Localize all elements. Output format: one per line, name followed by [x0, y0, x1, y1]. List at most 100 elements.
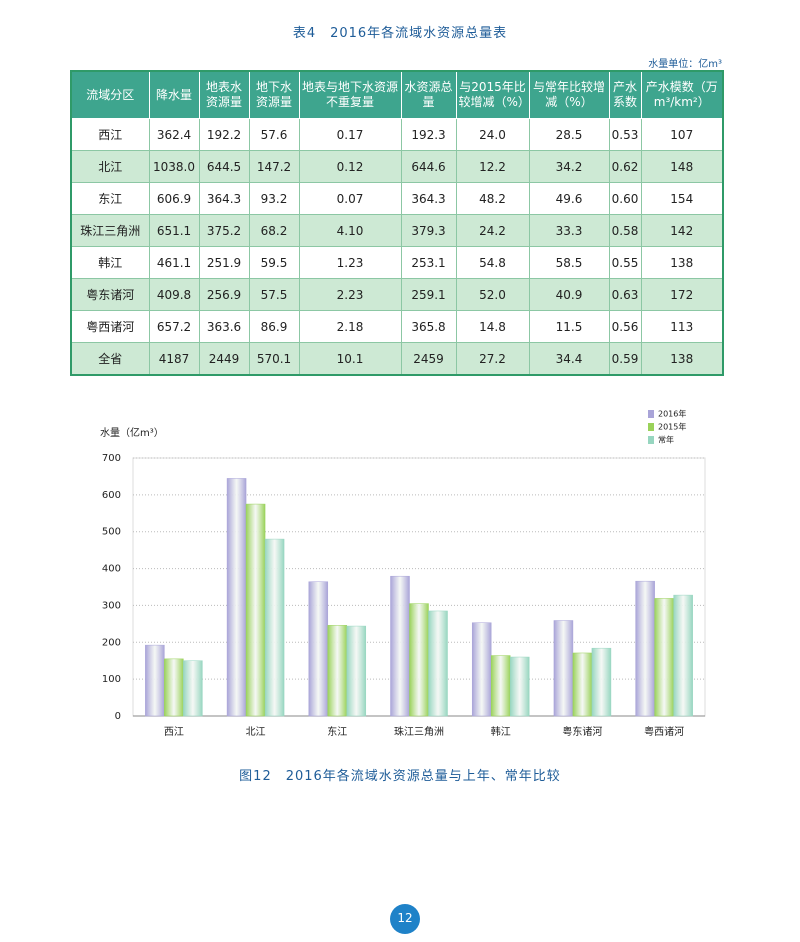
legend-label: 2016年	[658, 409, 686, 419]
bar	[264, 538, 285, 717]
column-header: 地表水资源量	[198, 70, 250, 119]
bar	[635, 580, 655, 717]
bar	[673, 594, 693, 717]
table-cell: 0.59	[608, 342, 642, 376]
table-cell: 192.3	[400, 118, 457, 151]
column-header: 产水系数	[608, 70, 642, 119]
table-cell: 364.3	[198, 182, 250, 215]
column-header: 水资源总量	[400, 70, 457, 119]
table-cell: 657.2	[148, 310, 200, 343]
column-header: 与常年比较增减（%）	[528, 70, 610, 119]
page-number: 12	[390, 904, 420, 934]
bar	[591, 647, 612, 717]
row-label: 珠江三角洲	[70, 214, 150, 247]
legend-swatch	[648, 436, 654, 444]
table-cell: 49.6	[528, 182, 610, 215]
table-cell: 34.4	[528, 342, 610, 376]
x-tick-label: 西江	[164, 726, 184, 738]
table-cell: 363.6	[198, 310, 250, 343]
row-label: 东江	[70, 182, 150, 215]
y-tick-label: 700	[102, 453, 121, 464]
table-cell: 138	[640, 342, 724, 376]
table-cell: 362.4	[148, 118, 200, 151]
bar	[164, 658, 184, 717]
table-cell: 58.5	[528, 246, 610, 279]
chart: 水量（亿m³） 0 100 200 300 400 500 600 700 西江 北江 东江 珠江三角洲…	[100, 409, 706, 738]
column-header: 产水模数（万m³/km²）	[640, 70, 724, 119]
column-header: 与2015年比较增减（%）	[455, 70, 530, 119]
table-cell: 2449	[198, 342, 250, 376]
y-tick-label: 200	[102, 637, 121, 648]
table-cell: 33.3	[528, 214, 610, 247]
row-label: 粤东诸河	[70, 278, 150, 311]
table-row: 粤西诸河 657.2 363.6 86.9 2.18 365.8 14.8 11.5 0.56 1…	[70, 310, 724, 343]
table-cell: 107	[640, 118, 724, 151]
table-cell: 4.10	[298, 214, 402, 247]
table-cell: 0.62	[608, 150, 642, 183]
table-row: 全省 4187 2449 570.1 10.1 2459 27.2 34.4 0.59 138	[70, 342, 724, 376]
column-header: 流域分区	[70, 70, 150, 119]
table-cell: 10.1	[298, 342, 402, 376]
row-label: 全省	[70, 342, 150, 376]
bar	[471, 622, 492, 717]
x-tick-label: 粤东诸河	[562, 725, 602, 738]
table-cell: 52.0	[455, 278, 530, 311]
table-cell: 57.6	[248, 118, 300, 151]
table-cell: 644.6	[400, 150, 457, 183]
table-cell: 54.8	[455, 246, 530, 279]
x-tick-label: 粤西诸河	[644, 725, 684, 738]
bar	[509, 656, 530, 717]
table-cell: 0.53	[608, 118, 642, 151]
table-cell: 651.1	[148, 214, 200, 247]
table-cell: 364.3	[400, 182, 457, 215]
table-cell: 148	[640, 150, 724, 183]
table-cell: 644.5	[198, 150, 250, 183]
table-row: 东江 606.9 364.3 93.2 0.07 364.3 48.2 49.6 0.60 154	[70, 182, 724, 215]
table-cell: 192.2	[198, 118, 250, 151]
legend-swatch	[648, 410, 654, 418]
column-header: 地表与地下水资源不重复量	[298, 70, 402, 119]
table-cell: 24.2	[455, 214, 530, 247]
y-tick-label: 0	[115, 711, 121, 722]
table-title: 表4 2016年各流域水资源总量表	[292, 26, 508, 41]
table-cell: 2.18	[298, 310, 402, 343]
bar	[553, 620, 574, 717]
bar	[327, 625, 348, 717]
row-label: 粤西诸河	[70, 310, 150, 343]
table-cell: 1038.0	[148, 150, 200, 183]
table-cell: 4187	[148, 342, 200, 376]
row-label: 韩江	[70, 246, 150, 279]
table-cell: 2.23	[298, 278, 402, 311]
table-cell: 68.2	[248, 214, 300, 247]
table-cell: 113	[640, 310, 724, 343]
unit-note: 水量单位：亿m³	[648, 59, 722, 70]
bar	[572, 652, 593, 717]
table-row: 珠江三角洲 651.1 375.2 68.2 4.10 379.3 24.2 33.3 0.58…	[70, 214, 724, 247]
table-cell: 461.1	[148, 246, 200, 279]
y-tick-label: 600	[102, 490, 121, 501]
table-cell: 138	[640, 246, 724, 279]
data-table: 流域分区 降水量 地表水资源量 地下水资源量 地表与地下水资源不重复量 水资源总量 与201…	[70, 70, 724, 376]
table-cell: 375.2	[198, 214, 250, 247]
table-cell: 0.63	[608, 278, 642, 311]
table-cell: 0.60	[608, 182, 642, 215]
table-cell: 0.17	[298, 118, 402, 151]
bar	[490, 655, 511, 717]
row-label: 西江	[70, 118, 150, 151]
table-cell: 24.0	[455, 118, 530, 151]
bar	[390, 575, 410, 717]
x-tick-label: 北江	[246, 726, 266, 738]
table-cell: 409.8	[148, 278, 200, 311]
bar	[226, 478, 247, 717]
bar	[145, 644, 165, 717]
table-cell: 0.07	[298, 182, 402, 215]
table-cell: 40.9	[528, 278, 610, 311]
bar	[428, 610, 448, 717]
bar	[346, 625, 367, 717]
table-cell: 142	[640, 214, 724, 247]
table-cell: 12.2	[455, 150, 530, 183]
legend-label: 2015年	[658, 422, 686, 432]
table-row: 北江 1038.0 644.5 147.2 0.12 644.6 12.2 34.2 0.62 1…	[70, 150, 724, 183]
row-label: 北江	[70, 150, 150, 183]
table-cell: 11.5	[528, 310, 610, 343]
